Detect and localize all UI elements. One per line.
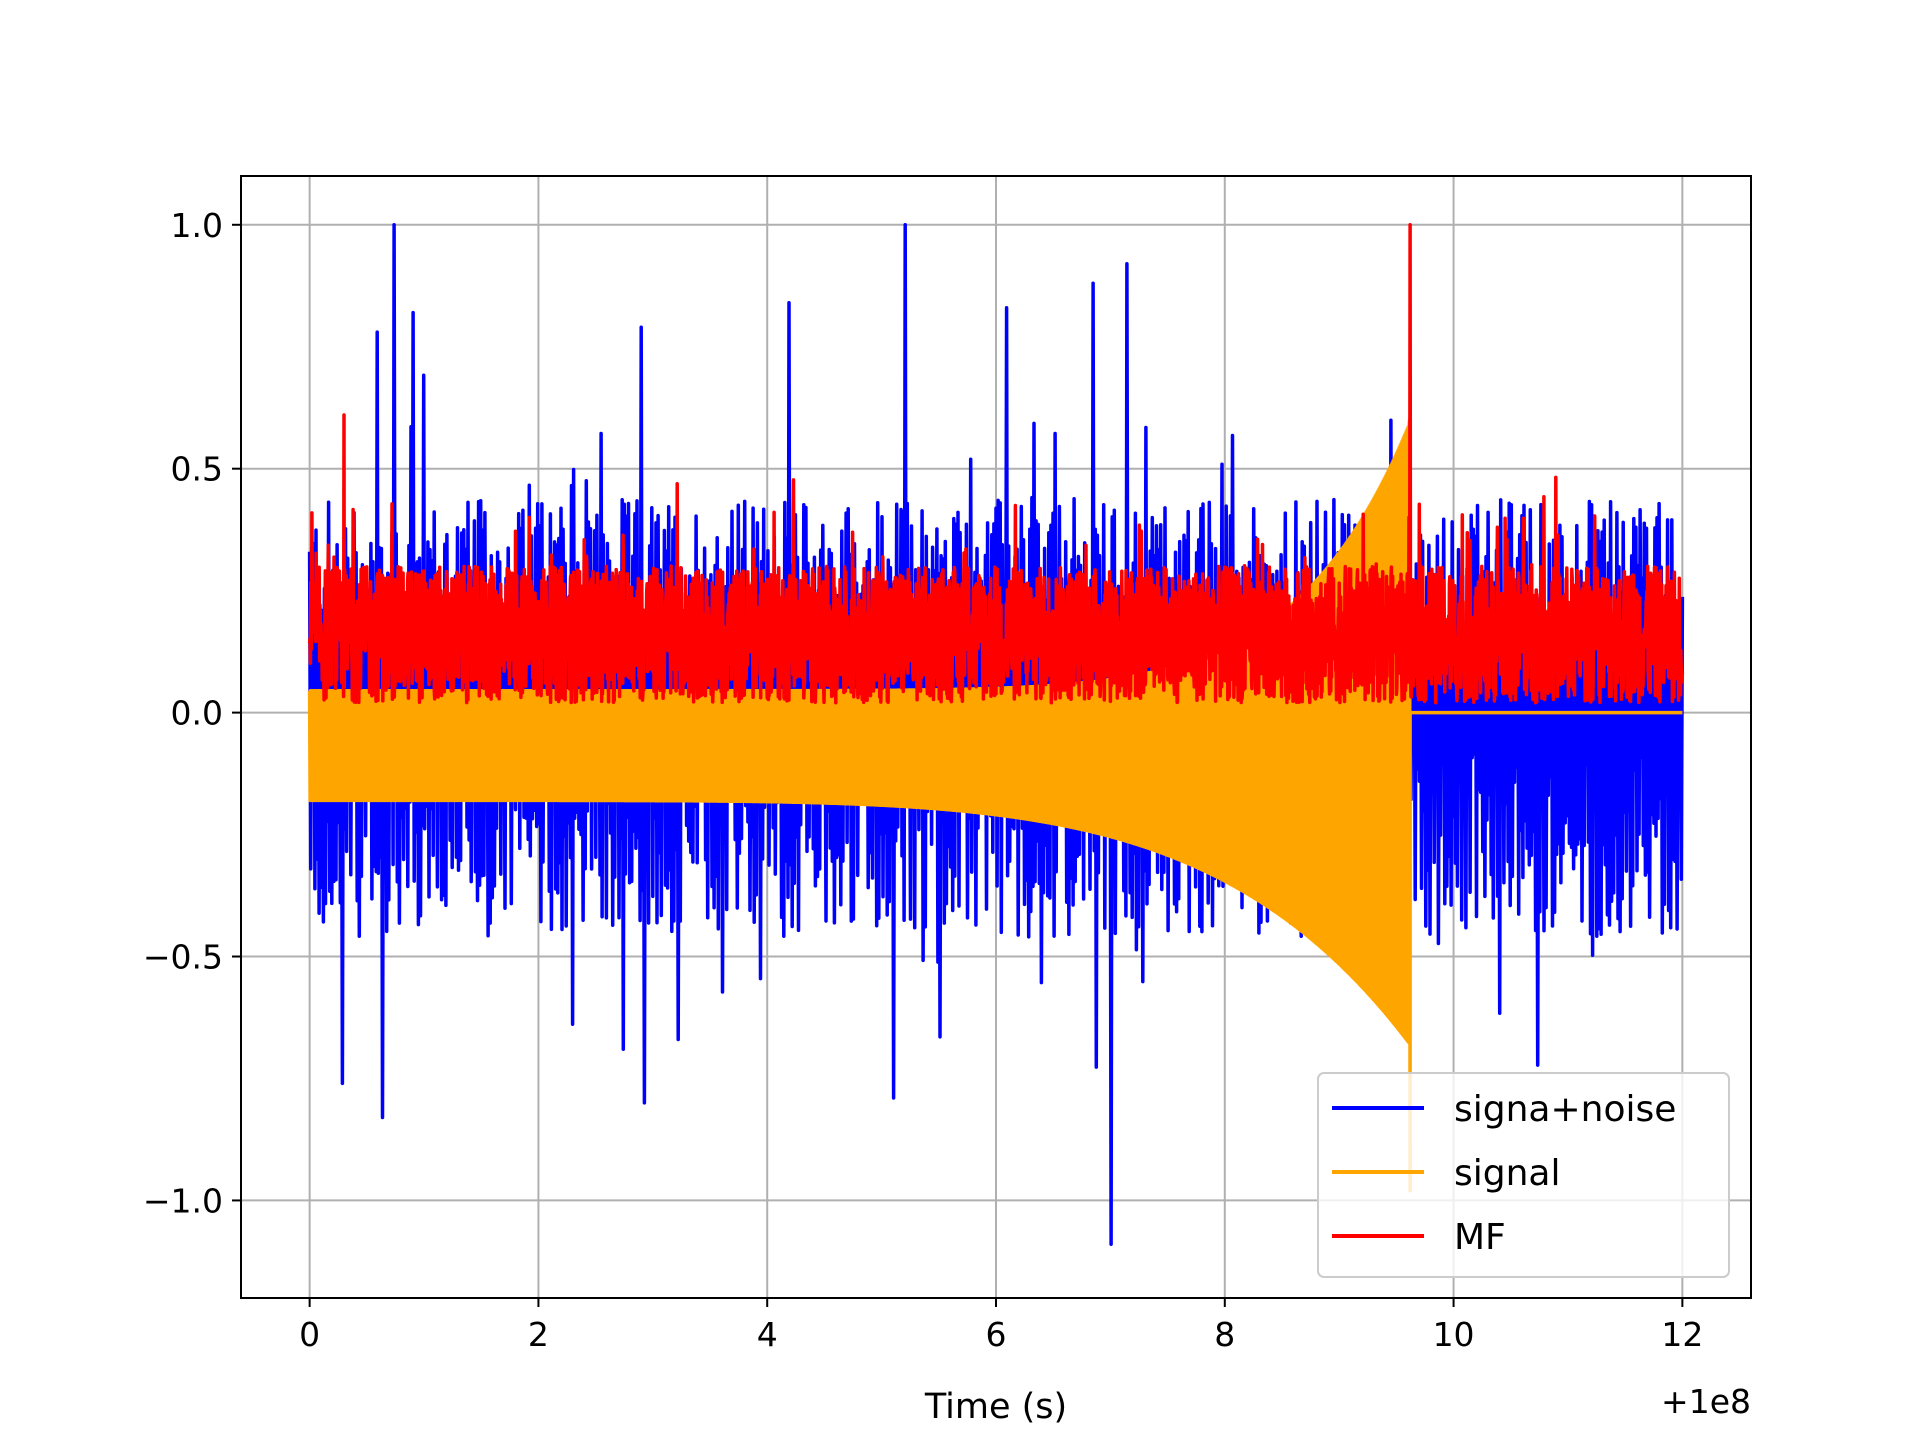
x-axis-offset-label: +1e8	[1661, 1382, 1751, 1421]
legend-box	[1317, 1072, 1730, 1278]
x-tick-label: 12	[1661, 1315, 1703, 1354]
x-tick-label: 6	[986, 1315, 1007, 1354]
legend-label-signa-noise: signa+noise	[1454, 1089, 1676, 1130]
legend-label-signal: signal	[1454, 1153, 1561, 1194]
x-tick-label: 2	[528, 1315, 549, 1354]
y-tick-label: 0.5	[171, 450, 223, 489]
legend-label-mf: MF	[1454, 1217, 1506, 1258]
x-tick-label: 10	[1433, 1315, 1475, 1354]
y-axis: 1.0 0.5 0.0 −0.5 −1.0	[143, 206, 241, 1220]
y-tick-label: 0.0	[171, 694, 223, 733]
y-tick-label: −0.5	[143, 938, 223, 977]
x-tick-label: 8	[1214, 1315, 1235, 1354]
legend: signa+noise signal MF	[1317, 1072, 1730, 1278]
y-tick-label: −1.0	[143, 1181, 223, 1220]
x-tick-label: 4	[757, 1315, 778, 1354]
plot-area	[307, 223, 1685, 1247]
x-tick-label: 0	[299, 1315, 320, 1354]
series-line-signal	[307, 418, 1683, 1193]
y-tick-label: 1.0	[171, 206, 223, 245]
x-axis: 0 2 4 6 8 10 12	[299, 1298, 1703, 1354]
series-line-mf	[307, 223, 1685, 705]
x-axis-label: Time (s)	[924, 1387, 1067, 1427]
